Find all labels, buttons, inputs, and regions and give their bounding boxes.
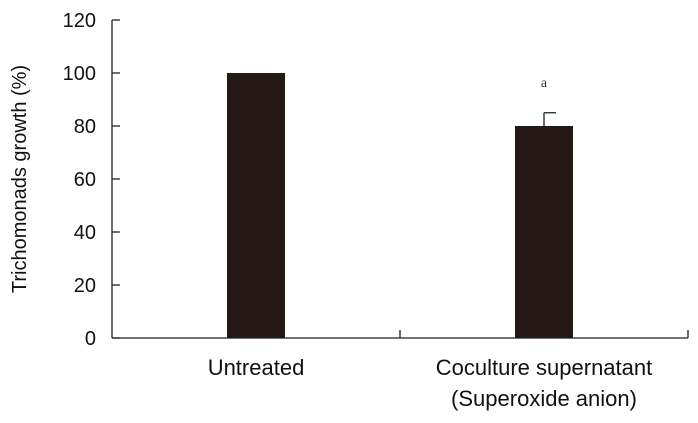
y-tick-label: 20	[74, 275, 96, 297]
significance-annotation: a	[541, 76, 548, 91]
x-category-label: Coculture supernatant	[436, 355, 652, 380]
y-tick-label: 40	[74, 222, 96, 244]
bar	[515, 126, 573, 338]
bars: a	[227, 73, 573, 338]
y-tick-label: 100	[63, 63, 96, 85]
category-labels: Untreated Coculture supernatant (Superoxid…	[208, 355, 653, 411]
bar	[227, 73, 285, 338]
y-tick-label: 60	[74, 169, 96, 191]
y-tick-label: 80	[74, 116, 96, 138]
x-category-label: (Superoxide anion)	[451, 386, 637, 411]
x-category-label: Untreated	[208, 355, 305, 380]
y-axis-title: Trichomonads growth (%)	[9, 65, 31, 293]
y-axis: 0 20 40 60 80 100 120	[63, 10, 120, 350]
y-tick-label: 120	[63, 10, 96, 32]
y-tick-label: 0	[85, 328, 96, 350]
x-axis	[112, 330, 689, 339]
